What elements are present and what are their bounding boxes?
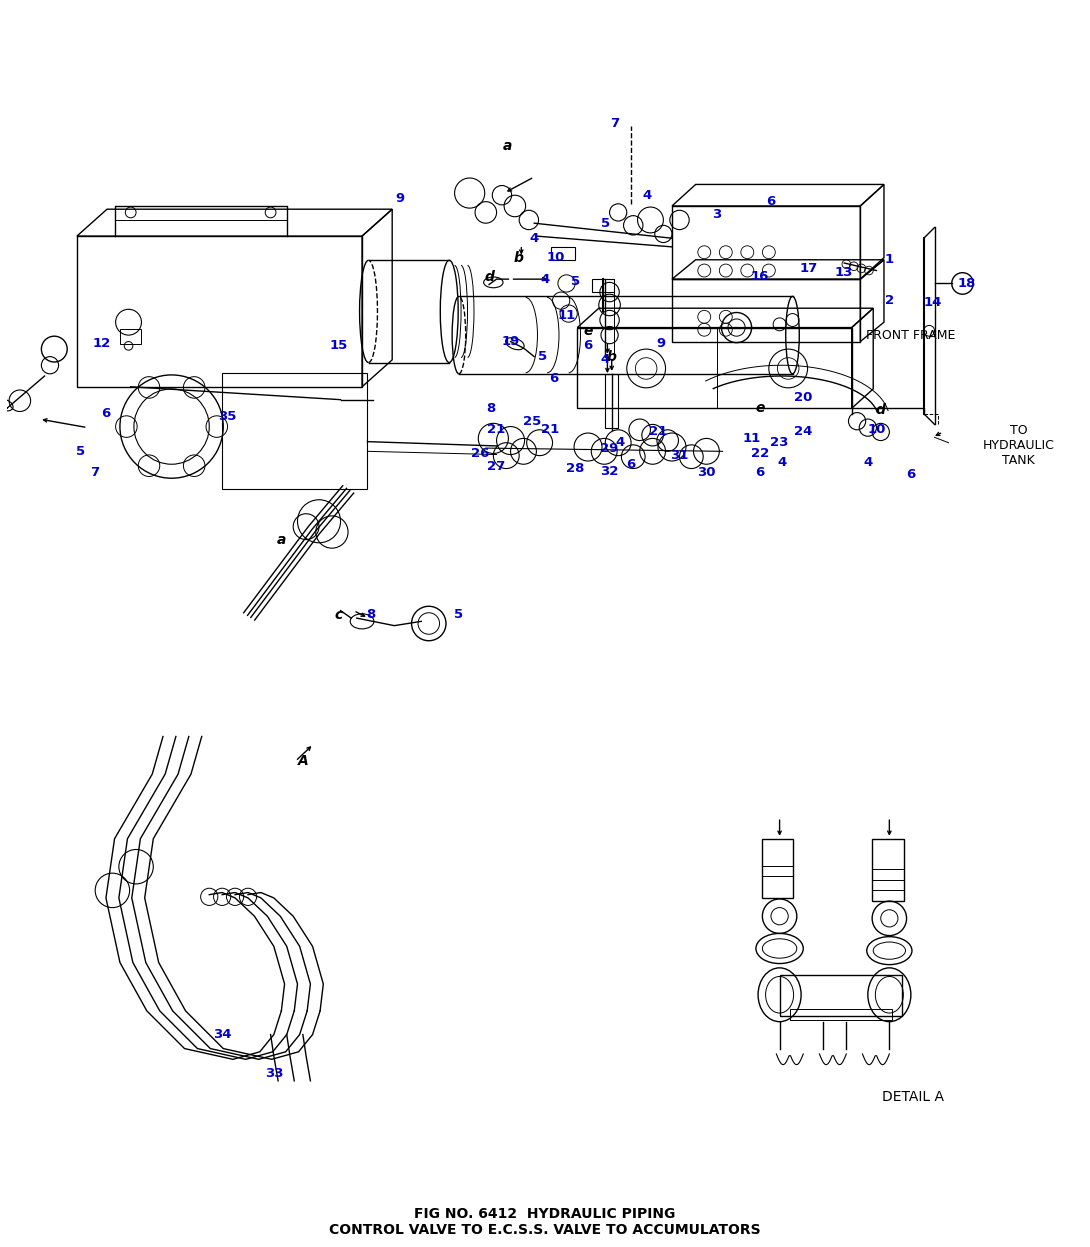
Text: 19: 19: [501, 335, 520, 348]
Text: 22: 22: [751, 446, 770, 460]
Text: 27: 27: [487, 460, 506, 473]
Text: 11: 11: [742, 431, 761, 445]
Text: 4: 4: [643, 188, 652, 202]
Text: TO
HYDRAULIC
TANK: TO HYDRAULIC TANK: [982, 424, 1054, 468]
Text: 29: 29: [601, 441, 619, 455]
Text: 6: 6: [583, 339, 593, 353]
Text: 8: 8: [486, 402, 496, 415]
Bar: [762, 839, 792, 898]
Text: 21: 21: [649, 425, 667, 439]
Text: 21: 21: [487, 423, 506, 436]
Text: a: a: [277, 532, 286, 546]
Text: 20: 20: [795, 392, 812, 404]
Text: 8: 8: [366, 609, 375, 621]
Text: 5: 5: [601, 217, 609, 229]
Text: 16: 16: [751, 271, 770, 283]
Text: 35: 35: [218, 410, 237, 424]
Bar: [872, 839, 905, 902]
Text: 7: 7: [610, 117, 619, 130]
Text: c: c: [335, 607, 342, 622]
Text: 4: 4: [541, 273, 549, 286]
Text: 30: 30: [698, 466, 716, 479]
Text: 5: 5: [570, 274, 580, 288]
Text: 5: 5: [455, 609, 463, 621]
Text: 14: 14: [923, 297, 942, 309]
Text: 1: 1: [885, 253, 894, 267]
Text: A: A: [298, 754, 308, 768]
Text: 34: 34: [213, 1028, 231, 1041]
Text: 4: 4: [777, 455, 786, 469]
Text: 28: 28: [566, 463, 584, 475]
Text: 17: 17: [800, 262, 818, 274]
Text: 7: 7: [90, 466, 100, 479]
Text: 33: 33: [265, 1067, 283, 1080]
Text: 4: 4: [601, 353, 610, 367]
Text: b: b: [513, 251, 523, 264]
Text: 11: 11: [557, 309, 576, 322]
Text: e: e: [583, 324, 593, 338]
Text: 18: 18: [958, 277, 976, 291]
Text: 10: 10: [546, 251, 565, 264]
Text: 15: 15: [329, 339, 348, 353]
Text: 32: 32: [601, 465, 619, 479]
Text: e: e: [755, 402, 765, 415]
Text: DETAIL A: DETAIL A: [882, 1090, 944, 1104]
Text: 21: 21: [542, 423, 559, 436]
Text: 6: 6: [755, 466, 765, 479]
Text: a: a: [502, 138, 512, 152]
Text: FIG NO. 6412  HYDRAULIC PIPING
CONTROL VALVE TO E.C.S.S. VALVE TO ACCUMULATORS: FIG NO. 6412 HYDRAULIC PIPING CONTROL VA…: [329, 1207, 761, 1237]
Text: 3: 3: [713, 208, 722, 221]
Text: 4: 4: [530, 232, 538, 244]
Bar: [120, 329, 142, 344]
Text: 6: 6: [906, 469, 916, 481]
Text: b: b: [607, 349, 617, 364]
Bar: [779, 975, 903, 1016]
Text: 6: 6: [549, 372, 558, 384]
Text: d: d: [875, 404, 886, 418]
Text: 2: 2: [885, 294, 894, 307]
Text: 13: 13: [835, 266, 853, 279]
Text: 4: 4: [863, 455, 872, 469]
Text: 25: 25: [523, 415, 542, 428]
Text: 4: 4: [616, 436, 625, 449]
Text: 6: 6: [766, 196, 776, 208]
Text: 6: 6: [101, 408, 110, 420]
Text: 6: 6: [627, 458, 635, 470]
Bar: [605, 374, 618, 428]
Text: 12: 12: [93, 337, 111, 350]
Text: 24: 24: [795, 425, 812, 439]
Text: FRONT FRAME: FRONT FRAME: [867, 329, 956, 342]
Bar: [790, 1009, 892, 1020]
Text: 9: 9: [656, 337, 666, 350]
Text: 26: 26: [471, 446, 489, 460]
Text: 5: 5: [538, 350, 547, 363]
Text: 5: 5: [75, 445, 85, 458]
Bar: [552, 247, 576, 259]
Bar: [222, 373, 367, 489]
Text: 10: 10: [868, 423, 886, 436]
Text: 31: 31: [670, 449, 689, 463]
Bar: [592, 279, 614, 292]
Text: d: d: [484, 271, 494, 284]
Text: 23: 23: [771, 436, 789, 449]
Text: 9: 9: [396, 192, 404, 205]
